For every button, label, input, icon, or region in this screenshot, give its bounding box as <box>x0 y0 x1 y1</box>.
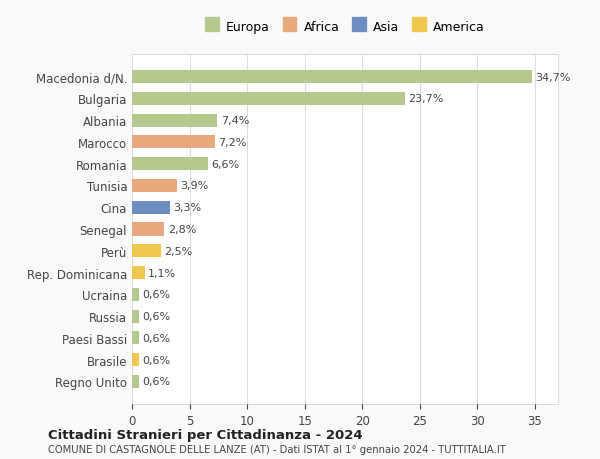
Bar <box>132 71 532 84</box>
Bar <box>132 266 145 280</box>
Bar <box>132 375 139 388</box>
Text: 6,6%: 6,6% <box>211 159 239 169</box>
Text: 2,8%: 2,8% <box>167 224 196 235</box>
Text: Cittadini Stranieri per Cittadinanza - 2024: Cittadini Stranieri per Cittadinanza - 2… <box>48 428 362 442</box>
Bar <box>132 201 170 214</box>
Text: 1,1%: 1,1% <box>148 268 176 278</box>
Text: 2,5%: 2,5% <box>164 246 193 256</box>
Text: 7,2%: 7,2% <box>218 138 247 148</box>
Bar <box>132 331 139 345</box>
Text: 0,6%: 0,6% <box>142 355 170 365</box>
Text: 0,6%: 0,6% <box>142 311 170 321</box>
Legend: Europa, Africa, Asia, America: Europa, Africa, Asia, America <box>200 16 490 39</box>
Bar <box>132 353 139 366</box>
Text: 0,6%: 0,6% <box>142 376 170 386</box>
Text: 34,7%: 34,7% <box>535 73 571 83</box>
Bar <box>132 136 215 149</box>
Bar <box>132 93 405 106</box>
Bar <box>132 310 139 323</box>
Text: 3,3%: 3,3% <box>173 203 202 213</box>
Bar <box>132 245 161 258</box>
Text: 3,9%: 3,9% <box>181 181 209 191</box>
Text: 23,7%: 23,7% <box>409 94 443 104</box>
Text: 0,6%: 0,6% <box>142 290 170 300</box>
Bar <box>132 223 164 236</box>
Bar <box>132 158 208 171</box>
Text: COMUNE DI CASTAGNOLE DELLE LANZE (AT) - Dati ISTAT al 1° gennaio 2024 - TUTTITAL: COMUNE DI CASTAGNOLE DELLE LANZE (AT) - … <box>48 444 506 454</box>
Text: 7,4%: 7,4% <box>221 116 249 126</box>
Bar <box>132 179 177 193</box>
Bar <box>132 288 139 301</box>
Text: 0,6%: 0,6% <box>142 333 170 343</box>
Bar <box>132 114 217 128</box>
